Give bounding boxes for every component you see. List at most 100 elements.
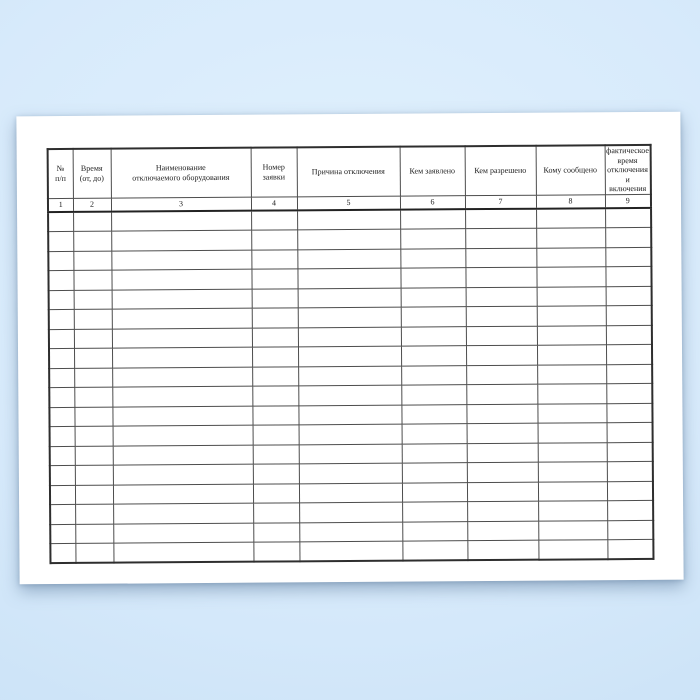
empty-cell xyxy=(74,465,113,485)
empty-cell xyxy=(465,228,537,249)
empty-cell xyxy=(73,309,112,329)
empty-cell xyxy=(536,325,606,346)
column-header-9: фактическое время отключения и включения xyxy=(604,144,651,195)
empty-cell xyxy=(465,286,537,307)
empty-cell xyxy=(48,348,75,369)
empty-cell xyxy=(536,344,607,365)
empty-cell xyxy=(251,229,298,250)
empty-cell xyxy=(252,366,299,387)
empty-cell xyxy=(50,523,76,544)
empty-cell xyxy=(111,308,252,329)
empty-cell xyxy=(536,266,606,287)
empty-cell xyxy=(49,426,75,447)
empty-cell xyxy=(73,348,113,368)
empty-cell xyxy=(112,405,253,427)
empty-cell xyxy=(605,266,652,287)
empty-cell xyxy=(402,521,468,542)
empty-cell xyxy=(297,307,401,328)
empty-cell xyxy=(48,211,74,232)
empty-cell xyxy=(49,484,76,505)
empty-cell xyxy=(251,327,298,348)
empty-cell xyxy=(537,383,607,404)
empty-cell xyxy=(298,424,402,445)
column-number-6: 6 xyxy=(399,195,466,210)
empty-cell xyxy=(75,543,114,563)
empty-cell xyxy=(536,227,606,248)
column-header-4: Номер заявки xyxy=(250,147,297,197)
empty-cell xyxy=(251,268,298,289)
empty-cell xyxy=(73,289,112,310)
empty-cell xyxy=(400,209,466,230)
empty-cell xyxy=(538,539,608,560)
empty-cell xyxy=(402,540,468,561)
column-number-1: 1 xyxy=(47,197,74,213)
empty-cell xyxy=(112,464,253,485)
empty-cell xyxy=(297,287,401,308)
empty-cell xyxy=(465,247,537,268)
empty-cell xyxy=(111,288,252,310)
column-header-line: и включения xyxy=(609,174,647,194)
empty-cell xyxy=(74,367,113,388)
column-header-2: Время (от, до) xyxy=(72,148,111,198)
paper-sheet: № п/п Время (от, до) Наименование отключаемог… xyxy=(16,111,684,585)
empty-cell xyxy=(400,267,466,288)
empty-cell xyxy=(606,441,653,462)
empty-cell xyxy=(112,386,253,407)
empty-cell xyxy=(606,461,653,482)
empty-cell xyxy=(253,502,300,523)
empty-cell xyxy=(73,270,112,290)
empty-cell xyxy=(606,383,653,404)
column-header-line: фактическое xyxy=(606,145,649,156)
empty-cell xyxy=(465,325,537,346)
empty-cell xyxy=(113,542,254,563)
empty-cell xyxy=(465,306,537,327)
empty-cell xyxy=(467,540,539,561)
empty-cell xyxy=(251,288,298,309)
empty-cell xyxy=(401,384,467,405)
empty-cell xyxy=(48,270,74,291)
empty-cell xyxy=(536,247,606,268)
empty-cell xyxy=(74,426,113,446)
empty-cell xyxy=(466,423,538,444)
empty-cell xyxy=(536,286,606,307)
empty-cell xyxy=(112,425,253,446)
column-header-line: отключения xyxy=(607,164,648,175)
empty-cell xyxy=(538,520,608,541)
empty-cell xyxy=(537,442,607,463)
column-header-8: Кому сообщено xyxy=(535,145,605,195)
empty-cell xyxy=(605,305,652,326)
empty-cell xyxy=(49,387,75,408)
empty-cell xyxy=(298,365,402,386)
column-header-line: заявки xyxy=(262,172,286,182)
empty-cell xyxy=(299,502,403,523)
empty-cell xyxy=(465,208,537,229)
empty-cell xyxy=(253,541,300,562)
empty-cell xyxy=(537,422,607,443)
empty-cell xyxy=(50,543,76,564)
empty-cell xyxy=(111,269,252,290)
empty-cell xyxy=(401,443,467,464)
column-header-line: отключаемого оборудования xyxy=(132,172,230,183)
column-number-8: 8 xyxy=(535,194,606,209)
column-header-line: п/п xyxy=(55,173,66,183)
empty-cell xyxy=(111,230,252,251)
empty-cell xyxy=(298,463,402,484)
column-number-3: 3 xyxy=(110,196,252,212)
empty-cell xyxy=(252,444,299,465)
empty-cell xyxy=(251,346,299,367)
empty-cell xyxy=(536,208,606,229)
empty-cell xyxy=(605,207,652,228)
column-header-5: Причина отключения xyxy=(296,146,400,197)
column-number-5: 5 xyxy=(296,195,401,211)
empty-cell xyxy=(537,481,608,502)
empty-cell xyxy=(251,249,298,270)
empty-cell xyxy=(297,209,401,230)
empty-cell xyxy=(299,521,403,542)
empty-cell xyxy=(537,364,607,385)
empty-cell xyxy=(605,285,652,306)
empty-cell xyxy=(48,309,74,330)
empty-cell xyxy=(111,249,252,271)
table-header-row: № п/п Время (от, до) Наименование отключаемог… xyxy=(47,144,651,199)
empty-cell xyxy=(49,465,75,486)
empty-cell xyxy=(252,385,299,406)
